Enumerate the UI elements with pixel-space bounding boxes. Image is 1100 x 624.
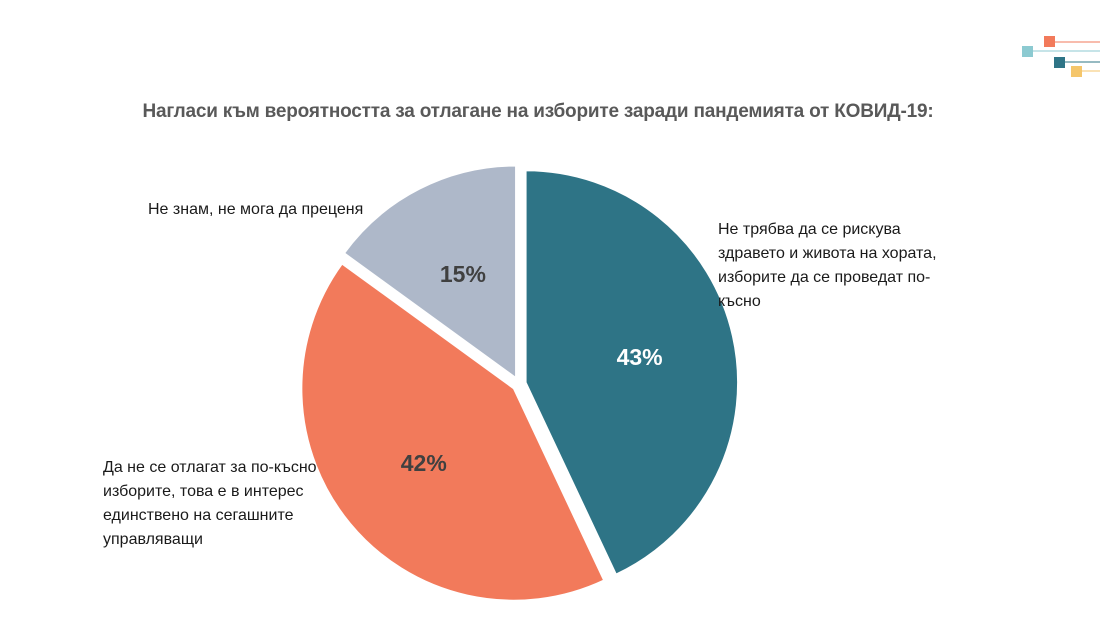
pie-slice-dont-know xyxy=(343,165,517,380)
slice-value-dont-know: 15% xyxy=(440,261,486,287)
pie-slice-health-risk xyxy=(525,169,739,576)
slice-label-line: късно xyxy=(718,293,761,310)
slice-label-dont-know: Не знам, не мога да преценя xyxy=(148,198,363,222)
logo-square xyxy=(1044,36,1055,47)
chart-title: Нагласи към вероятността за отлагане на … xyxy=(142,101,934,122)
slice-label-health-risk: Не трябва да се рискува здравето и живота… xyxy=(718,218,937,314)
pie-slice-no-postpone xyxy=(300,262,605,602)
slice-label-no-postpone: Да не се отлагат за по-късно изборите, то… xyxy=(103,456,317,552)
logo-square xyxy=(1022,46,1033,57)
slice-label-line: изборите, това е в интерес xyxy=(103,483,304,500)
slice-label-line: Да не се отлагат за по-късно xyxy=(103,459,317,476)
slice-label-line: здравето и живота на хората, xyxy=(718,245,937,262)
slice-label-line: единствено на сегашните xyxy=(103,507,294,524)
slice-label-line: Не знам, не мога да преценя xyxy=(148,201,364,218)
slice-label-line: изборите да се проведат по- xyxy=(718,269,931,286)
logo-square xyxy=(1054,57,1065,68)
decorative-squares-logo xyxy=(1022,36,1100,77)
slice-value-no-postpone: 42% xyxy=(401,450,447,476)
slice-label-line: Не трябва да се рискува xyxy=(718,221,901,238)
logo-square xyxy=(1071,66,1082,77)
slice-value-health-risk: 43% xyxy=(617,344,663,370)
slice-label-line: управляващи xyxy=(103,531,203,548)
